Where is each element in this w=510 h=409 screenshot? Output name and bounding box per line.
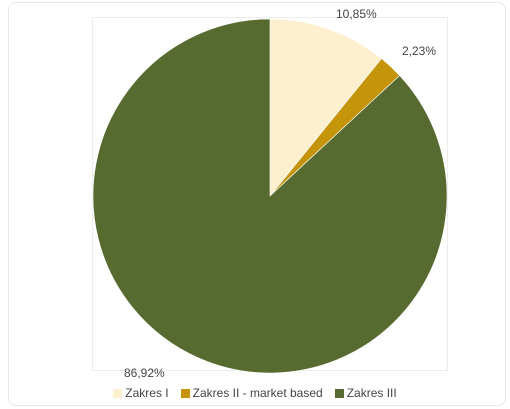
legend: Zakres I Zakres II - market based Zakres I…: [0, 386, 510, 400]
legend-swatch-2: [180, 388, 190, 398]
pie-slice-3: [92, 18, 448, 374]
slice-label-1: 10,85%: [336, 7, 377, 21]
legend-item-2: Zakres II - market based: [180, 386, 323, 400]
legend-label-3: Zakres III: [346, 386, 397, 400]
legend-swatch-1: [113, 388, 123, 398]
slice-label-2: 2,23%: [402, 44, 437, 58]
slice-label-3: 86,92%: [124, 366, 165, 380]
legend-swatch-3: [334, 388, 344, 398]
legend-item-3: Zakres III: [334, 386, 397, 400]
legend-label-2: Zakres II - market based: [192, 386, 323, 400]
pie-slice-1: [269, 18, 382, 197]
legend-label-1: Zakres I: [125, 386, 169, 400]
legend-item-1: Zakres I: [113, 386, 169, 400]
